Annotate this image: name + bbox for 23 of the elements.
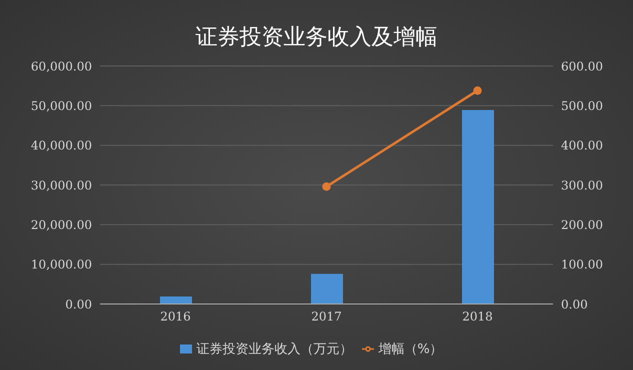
bar — [311, 274, 343, 304]
y-tick-label: 10,000.00 — [30, 258, 92, 272]
y-tick-label: 50,000.00 — [30, 98, 92, 113]
y-tick-label: 0.00 — [65, 297, 92, 312]
y-tick-label: 40,000.00 — [30, 138, 92, 153]
chart-title: 证券投资业务收入及增幅 — [194, 24, 438, 52]
y2-tick-label: 600.00 — [561, 59, 603, 74]
y2-tick-label: 300.00 — [561, 178, 603, 192]
legend-label: 证券投资业务收入（万元） — [196, 342, 352, 357]
x-tick-label: 2016 — [160, 310, 191, 324]
y2-tick-label: 100.00 — [561, 258, 603, 272]
y2-tick-label: 500.00 — [561, 98, 603, 113]
y2-tick-label: 200.00 — [561, 218, 603, 232]
y-tick-label: 60,000.00 — [30, 59, 92, 74]
x-tick-label: 2018 — [462, 310, 493, 324]
bar — [160, 296, 192, 304]
y-tick-label: 20,000.00 — [30, 218, 92, 232]
y2-tick-label: 0.00 — [561, 297, 588, 312]
legend-label: 增幅（%） — [378, 342, 443, 357]
y2-tick-label: 400.00 — [561, 138, 603, 153]
x-tick-label: 2017 — [311, 310, 342, 324]
y-tick-label: 30,000.00 — [30, 178, 92, 192]
bar — [462, 110, 494, 304]
